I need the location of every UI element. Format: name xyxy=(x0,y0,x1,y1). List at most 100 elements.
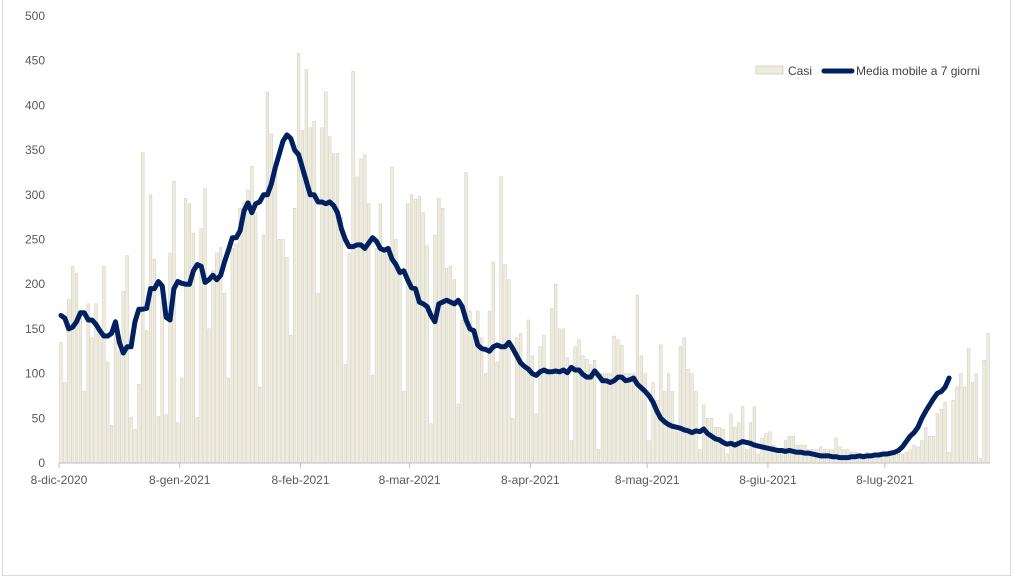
bar xyxy=(133,428,137,464)
bar xyxy=(632,373,636,464)
bar xyxy=(160,301,164,464)
bar xyxy=(620,344,624,464)
legend-swatch-casi xyxy=(755,65,784,75)
x-tick-label: 8-lug-2021 xyxy=(856,473,914,487)
bar xyxy=(468,310,472,464)
bar xyxy=(168,252,172,464)
bar xyxy=(600,373,604,464)
line-series-media-mobile xyxy=(58,132,952,461)
bar xyxy=(682,337,686,464)
bar xyxy=(612,335,616,464)
bar xyxy=(409,194,414,464)
bar xyxy=(900,453,904,464)
x-tick-label: 8-mar-2021 xyxy=(379,473,441,487)
bar xyxy=(698,449,702,464)
bars-series-casi xyxy=(59,53,990,464)
bar xyxy=(421,212,425,464)
bar xyxy=(437,198,441,464)
x-tick-label: 8-apr-2021 xyxy=(501,473,560,487)
bar xyxy=(896,453,901,464)
bar xyxy=(725,453,729,464)
bar xyxy=(717,427,721,464)
bar xyxy=(164,414,168,464)
bar xyxy=(744,449,749,464)
bar xyxy=(928,435,932,464)
bar xyxy=(916,446,920,464)
bar xyxy=(472,328,476,464)
bar xyxy=(332,153,336,464)
bar xyxy=(573,346,577,464)
bar xyxy=(729,413,733,464)
y-tick-label: 0 xyxy=(38,456,45,470)
bar xyxy=(550,308,554,464)
bar xyxy=(59,342,63,464)
bar xyxy=(413,199,418,464)
bar xyxy=(978,458,982,464)
bar xyxy=(495,361,499,464)
y-tick-label: 300 xyxy=(25,188,45,202)
bar xyxy=(195,417,199,464)
bar xyxy=(507,279,511,464)
bar xyxy=(709,418,714,464)
bar xyxy=(242,201,246,464)
bar xyxy=(448,266,453,464)
bar xyxy=(297,53,301,464)
bar xyxy=(359,158,363,464)
bar xyxy=(180,377,184,464)
bar xyxy=(522,366,527,464)
bar xyxy=(86,303,90,464)
bar xyxy=(931,435,936,464)
bar xyxy=(398,275,402,464)
bar xyxy=(596,449,601,464)
bar xyxy=(246,190,250,464)
bar xyxy=(129,417,133,464)
bar xyxy=(445,267,449,464)
bar xyxy=(935,413,939,464)
bar xyxy=(756,453,760,464)
bar xyxy=(121,291,125,464)
bar xyxy=(674,431,678,464)
bar xyxy=(211,270,215,464)
bar xyxy=(176,422,180,464)
legend-label-casi: Casi xyxy=(788,64,812,78)
bar xyxy=(534,413,538,464)
bar xyxy=(924,427,928,464)
bar xyxy=(386,253,390,464)
bar xyxy=(499,176,503,464)
bar xyxy=(222,292,227,464)
bar xyxy=(441,208,445,464)
bar xyxy=(339,216,343,464)
bar xyxy=(343,364,347,464)
bar xyxy=(374,248,379,464)
y-tick-label: 50 xyxy=(32,411,46,425)
y-tick-label: 150 xyxy=(25,322,45,336)
x-tick-label: 8-feb-2021 xyxy=(271,473,329,487)
bar xyxy=(893,453,897,464)
bar xyxy=(483,373,488,464)
bar xyxy=(300,130,305,464)
bar xyxy=(651,382,655,464)
y-tick-label: 350 xyxy=(25,143,45,157)
bar xyxy=(355,176,359,464)
bar xyxy=(721,428,725,464)
bar xyxy=(98,328,102,464)
bar xyxy=(943,402,947,464)
bar xyxy=(312,121,316,464)
bar xyxy=(289,334,293,464)
bar xyxy=(277,239,281,464)
bar xyxy=(604,373,608,464)
bar xyxy=(643,373,647,464)
bar xyxy=(390,166,394,464)
bar xyxy=(912,444,916,464)
y-tick-label: 100 xyxy=(25,367,45,381)
y-tick-label: 250 xyxy=(25,233,45,247)
bar xyxy=(172,181,176,464)
bar xyxy=(110,425,114,464)
bar xyxy=(293,208,297,464)
bar xyxy=(63,382,67,464)
bar xyxy=(639,355,643,464)
bar xyxy=(608,373,612,464)
bar xyxy=(125,255,129,464)
